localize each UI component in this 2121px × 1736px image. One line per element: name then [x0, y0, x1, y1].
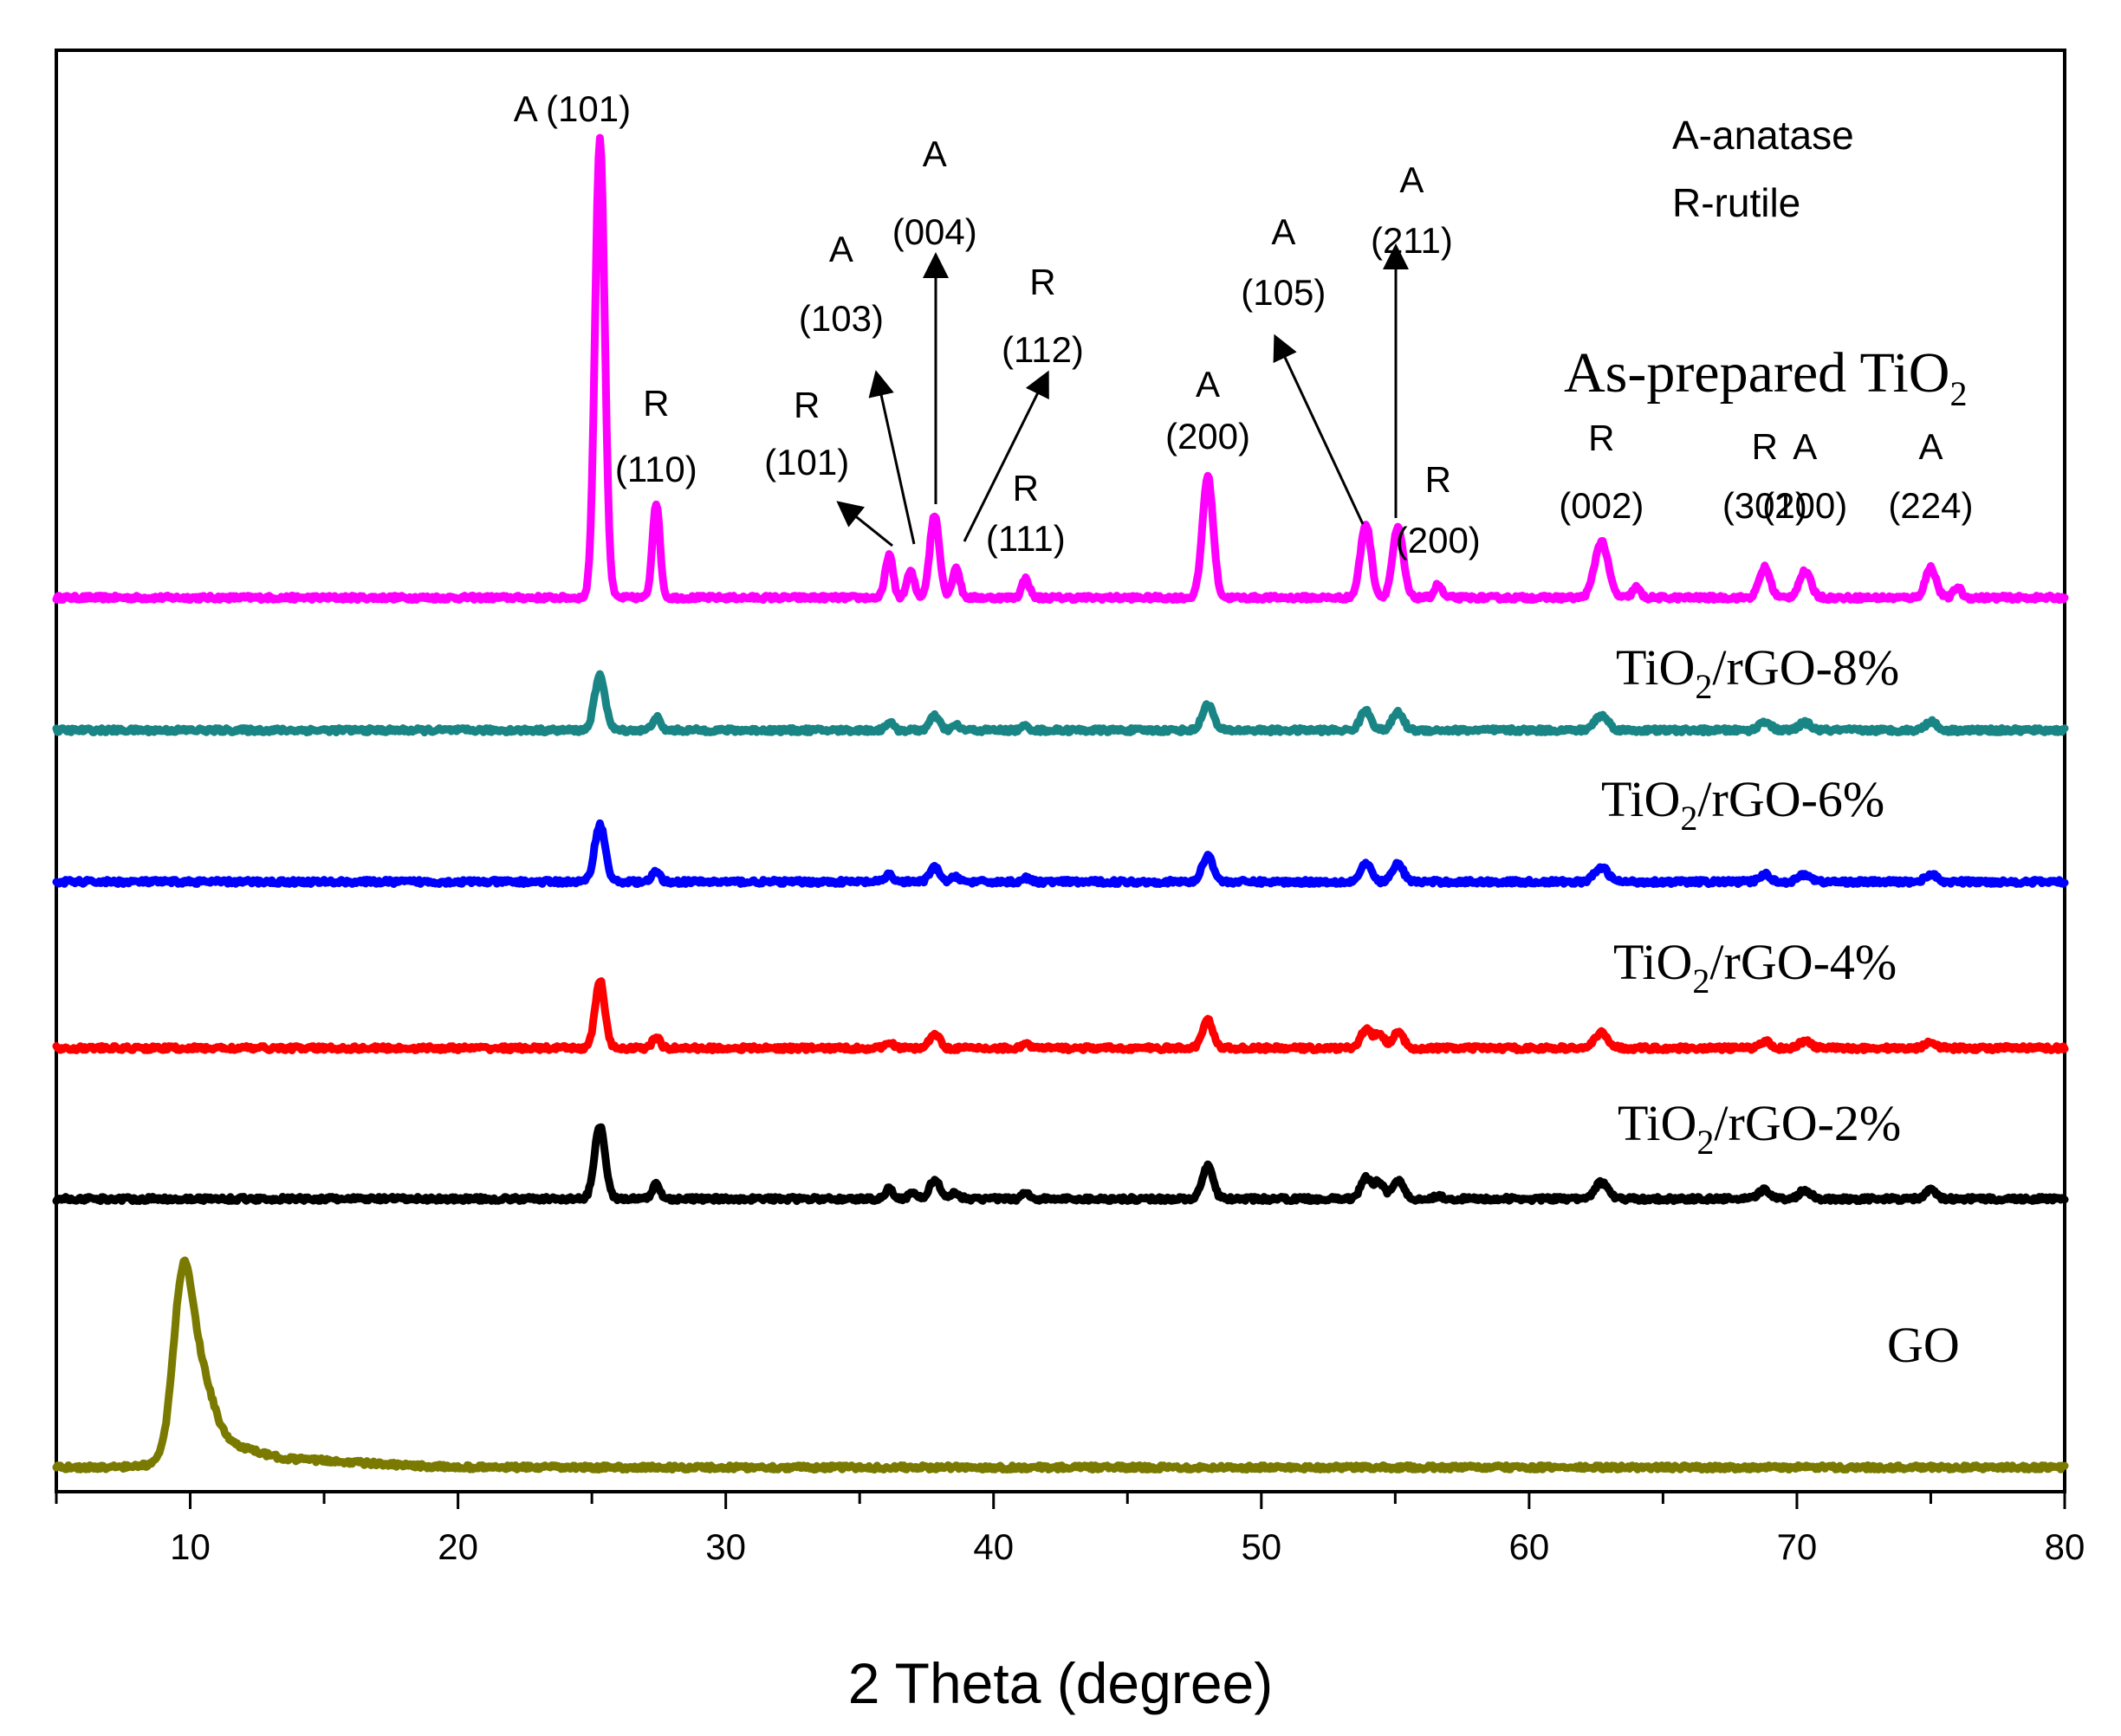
- series-line-5: [52, 1256, 2069, 1474]
- x-axis: 10 20 30 40 50 60 70 80: [55, 1492, 2085, 1567]
- peak-label-phase-7: A: [1196, 364, 1220, 405]
- peak-label-hkl-7: (200): [1165, 416, 1250, 457]
- series-layer: [52, 133, 2069, 1474]
- series-label-rgo-4-main: TiO: [1613, 934, 1692, 990]
- peak-label-phase-11: R: [1588, 418, 1614, 458]
- peak-annotations: A (101) R (110) R (101) A (103) A (004) R (112) R (1…: [514, 88, 1974, 560]
- series-line-1: [52, 670, 2069, 736]
- series-label-rgo-8: TiO2/rGO-8%: [1616, 639, 1899, 706]
- peak-label-hkl-1: (110): [615, 449, 697, 489]
- peak-label-phase-1: R: [643, 383, 669, 424]
- series-label-rgo-2-suffix: /rGO-2%: [1714, 1095, 1901, 1151]
- peak-label-phase-4: A: [923, 133, 947, 174]
- series-label-rgo-4: TiO2/rGO-4%: [1613, 934, 1897, 1001]
- peak-label-phase-14: A: [1918, 426, 1943, 467]
- peak-label-hkl-5: (112): [1002, 329, 1084, 370]
- x-tick-label-50: 50: [1241, 1526, 1281, 1567]
- series-label-rgo-4-sub: 2: [1692, 962, 1709, 1001]
- series-line-0: [52, 133, 2069, 604]
- peak-label-phase-12: R: [1752, 426, 1778, 467]
- series-label-rgo-6-main: TiO: [1601, 771, 1680, 827]
- series-line-3: [52, 977, 2069, 1054]
- peak-label-phase-13: A: [1793, 426, 1817, 467]
- peak-label-phase-5: R: [1029, 262, 1055, 302]
- x-tick-label-30: 30: [705, 1526, 746, 1567]
- x-axis-title: 2 Theta (degree): [848, 1651, 1273, 1715]
- x-tick-label-40: 40: [973, 1526, 1014, 1567]
- series-label-go: GO: [1887, 1317, 1960, 1373]
- series-label-rgo-2-sub: 2: [1696, 1123, 1714, 1162]
- series-label-rgo-2-main: TiO: [1618, 1095, 1696, 1151]
- peak-label-hkl-4: (004): [892, 211, 977, 252]
- peak-label-hkl-3: (103): [799, 298, 884, 339]
- x-tick-label-60: 60: [1509, 1526, 1550, 1567]
- peak-label-phase-9: A: [1399, 159, 1424, 200]
- peak-label-phase-10: R: [1425, 459, 1451, 500]
- peak-label-phase-2: R: [794, 385, 820, 425]
- peak-arrow-5: [963, 370, 1049, 542]
- peak-label-hkl-13: (200): [1762, 485, 1847, 526]
- series-label-as-prepared-sub: 2: [1949, 374, 1967, 413]
- series-label-rgo-8-suffix: /rGO-8%: [1712, 639, 1899, 696]
- series-label-rgo-2: TiO2/rGO-2%: [1618, 1095, 1901, 1162]
- peak-label-phase-8: A: [1271, 211, 1295, 252]
- series-label-rgo-6: TiO2/rGO-6%: [1601, 771, 1884, 838]
- x-tick-label-80: 80: [2045, 1526, 2085, 1567]
- legend-anatase: A-anatase: [1672, 113, 1854, 158]
- peak-label-hkl-9: (211): [1371, 220, 1453, 261]
- series-label-rgo-6-suffix: /rGO-6%: [1697, 771, 1884, 827]
- peak-label-hkl-12: (301): [1722, 485, 1807, 526]
- peak-arrow-2: [836, 501, 893, 547]
- x-tick-label-10: 10: [170, 1526, 211, 1567]
- peak-label-phase-6: R: [1013, 468, 1039, 508]
- peak-label-phase-3: A: [829, 229, 853, 269]
- series-label-rgo-6-sub: 2: [1680, 799, 1697, 838]
- series-label-rgo-8-main: TiO: [1616, 639, 1695, 696]
- x-tick-label-70: 70: [1777, 1526, 1818, 1567]
- legend-rutile: R-rutile: [1672, 180, 1800, 225]
- series-label-rgo-4-suffix: /rGO-4%: [1709, 934, 1897, 990]
- peak-label-hkl-10: (200): [1396, 520, 1481, 560]
- series-label-as-prepared-main: As-prepared TiO: [1564, 341, 1949, 405]
- x-tick-label-20: 20: [438, 1526, 478, 1567]
- peak-arrow-8: [1273, 334, 1365, 525]
- peak-label-hkl-11: (002): [1559, 485, 1644, 526]
- peak-label-hkl-14: (224): [1888, 485, 1973, 526]
- series-label-as-prepared: As-prepared TiO2: [1564, 341, 1967, 413]
- peak-arrow-3: [868, 370, 916, 545]
- series-line-2: [52, 819, 2069, 888]
- peak-label-hkl-6: (111): [986, 518, 1066, 559]
- series-line-4: [52, 1123, 2069, 1205]
- plot-frame: [55, 49, 2066, 1493]
- peak-label-hkl-2: (101): [764, 442, 849, 483]
- peak-label-hkl-8: (105): [1241, 272, 1326, 313]
- series-label-rgo-8-sub: 2: [1695, 667, 1712, 706]
- peak-label-0: A (101): [514, 88, 631, 129]
